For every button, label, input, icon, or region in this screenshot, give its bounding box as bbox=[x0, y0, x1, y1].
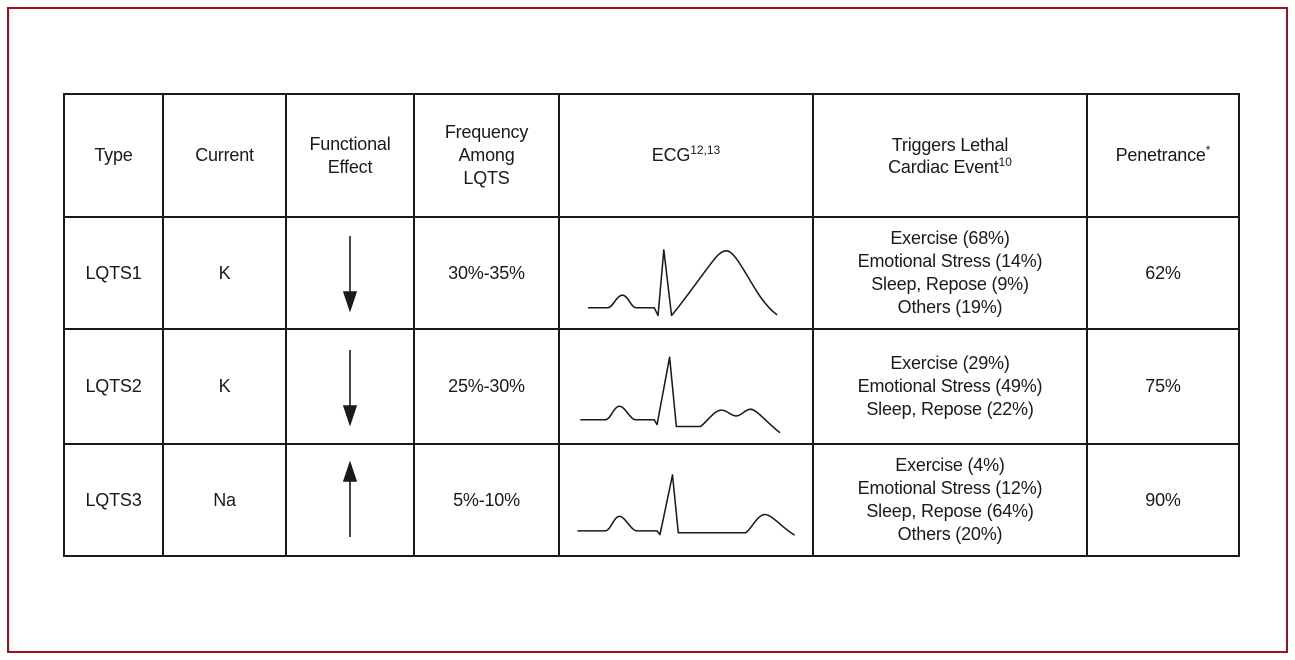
trigger-line: Exercise (4%) bbox=[895, 455, 1005, 475]
type-cell: LQTS1 bbox=[63, 216, 164, 330]
current-cell: K bbox=[162, 328, 287, 445]
trigger-line: Exercise (29%) bbox=[890, 353, 1010, 373]
trigger-line: Others (19%) bbox=[897, 297, 1003, 317]
header-label: Triggers Lethal bbox=[891, 134, 1009, 155]
table-row-lqts3: LQTS3 Na 5%-10% Exercise (4%) Emot bbox=[63, 443, 1240, 557]
triggers-cell: Exercise (29%) Emotional Stress (49%) Sl… bbox=[812, 328, 1088, 445]
penetrance-cell: 62% bbox=[1086, 216, 1240, 330]
column-header-type: Type bbox=[63, 93, 164, 218]
reference-superscript: 10 bbox=[998, 154, 1012, 169]
penetrance-cell: 90% bbox=[1086, 443, 1240, 557]
table-row-lqts2: LQTS2 K 25%-30% Exercise (29%) Emo bbox=[63, 328, 1240, 445]
column-header-penetrance: Penetrance* bbox=[1086, 93, 1240, 218]
header-label: ECG bbox=[651, 145, 691, 165]
current-cell: K bbox=[162, 216, 287, 330]
functional-effect-cell bbox=[285, 443, 415, 557]
column-header-frequency: Frequency Among LQTS bbox=[413, 93, 560, 218]
trigger-line: Sleep, Repose (22%) bbox=[866, 399, 1034, 419]
down-arrow-icon bbox=[342, 236, 358, 312]
column-header-functional-effect: Functional Effect bbox=[285, 93, 415, 218]
triggers-cell: Exercise (4%) Emotional Stress (12%) Sle… bbox=[812, 443, 1088, 557]
triggers-cell: Exercise (68%) Emotional Stress (14%) Sl… bbox=[812, 216, 1088, 330]
column-header-current: Current bbox=[162, 93, 287, 218]
trigger-line: Exercise (68%) bbox=[890, 228, 1010, 248]
header-label: Frequency Among LQTS bbox=[444, 122, 529, 188]
ecg-trace-lqts2 bbox=[580, 355, 781, 433]
functional-effect-cell bbox=[285, 216, 415, 330]
trigger-line: Emotional Stress (49%) bbox=[857, 376, 1043, 396]
frequency-cell: 30%-35% bbox=[413, 216, 560, 330]
type-cell: LQTS3 bbox=[63, 443, 164, 557]
penetrance-cell: 75% bbox=[1086, 328, 1240, 445]
lqts-genotype-table: Type Current Functional Effect Frequency… bbox=[63, 93, 1240, 557]
functional-effect-cell bbox=[285, 328, 415, 445]
up-arrow-icon bbox=[342, 461, 358, 537]
ecg-cell bbox=[558, 216, 814, 330]
ecg-cell bbox=[558, 328, 814, 445]
header-row: Type Current Functional Effect Frequency… bbox=[63, 93, 1240, 218]
column-header-ecg: ECG12,13 bbox=[558, 93, 814, 218]
trigger-line: Emotional Stress (12%) bbox=[857, 478, 1043, 498]
ecg-cell bbox=[558, 443, 814, 557]
header-label: Penetrance bbox=[1115, 145, 1206, 165]
type-cell: LQTS2 bbox=[63, 328, 164, 445]
column-header-triggers: Triggers Lethal Cardiac Event10 bbox=[812, 93, 1088, 218]
down-arrow-icon bbox=[342, 349, 358, 426]
trigger-line: Emotional Stress (14%) bbox=[857, 251, 1043, 271]
trigger-line: Sleep, Repose (9%) bbox=[871, 274, 1029, 294]
footnote-asterisk: * bbox=[1205, 143, 1211, 157]
frequency-cell: 5%-10% bbox=[413, 443, 560, 557]
frequency-cell: 25%-30% bbox=[413, 328, 560, 445]
reference-superscript: 12,13 bbox=[690, 143, 721, 157]
ecg-trace-lqts1 bbox=[587, 249, 778, 317]
current-cell: Na bbox=[162, 443, 287, 557]
header-label: Type bbox=[94, 145, 133, 165]
header-label: Current bbox=[195, 145, 254, 165]
trigger-line: Sleep, Repose (64%) bbox=[866, 501, 1034, 521]
table-row-lqts1: LQTS1 K 30%-35% Exercise (68%) Emo bbox=[63, 216, 1240, 330]
ecg-trace-lqts3 bbox=[577, 474, 795, 536]
header-label-line2: Cardiac Event10 bbox=[888, 154, 1012, 177]
header-label: Functional Effect bbox=[309, 133, 391, 177]
trigger-line: Others (20%) bbox=[897, 524, 1003, 544]
